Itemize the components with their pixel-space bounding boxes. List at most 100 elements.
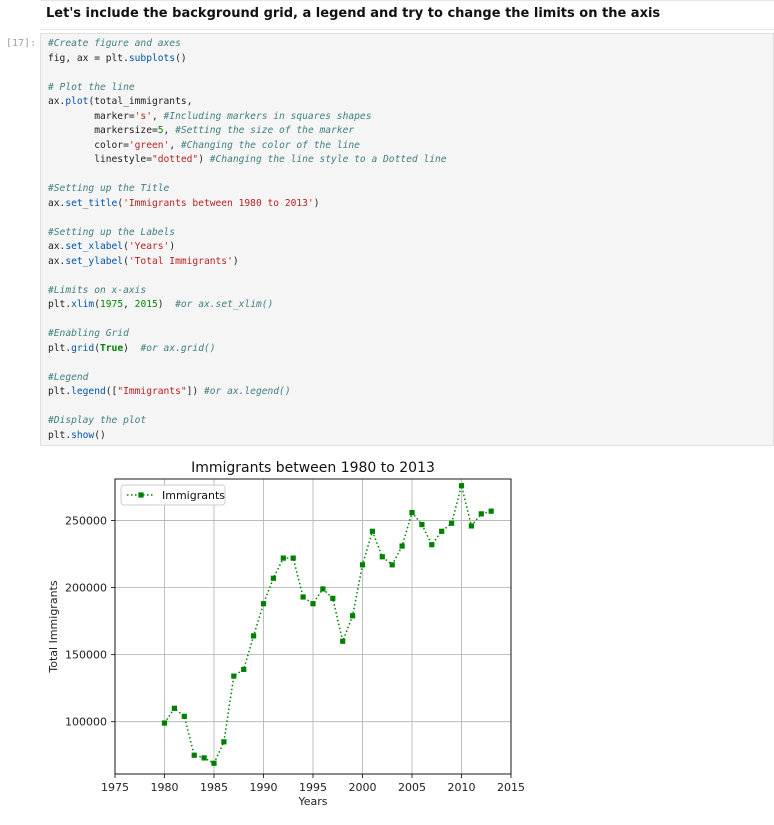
data-point-marker (231, 673, 237, 679)
code-token: #or ax.legend() (203, 386, 291, 397)
data-point-marker (290, 555, 296, 561)
markdown-text: Let's include the background grid, a leg… (46, 6, 661, 21)
code-token: ( (123, 241, 129, 252)
code-line (48, 269, 447, 284)
x-tick-label: 1980 (151, 781, 179, 794)
x-tick-label: 1990 (250, 781, 278, 794)
code-editor[interactable]: #Create figure and axes fig, ax = plt.sub… (48, 37, 447, 443)
data-point-marker (161, 720, 168, 726)
code-line: linestyle="dotted") #Changing the line s… (48, 153, 447, 168)
code-cell[interactable]: #Create figure and axes fig, ax = plt.sub… (40, 33, 774, 446)
data-point-marker (340, 638, 346, 644)
data-point-marker (449, 520, 455, 526)
code-token: 'green' (128, 139, 170, 151)
code-line (48, 211, 447, 226)
data-point-marker (260, 601, 267, 607)
code-line: ax.plot(total_immigrants, (48, 95, 447, 110)
code-token: ( (94, 299, 100, 310)
y-tick-label: 250000 (65, 515, 107, 528)
code-token: color= (48, 139, 129, 151)
code-token: legend (71, 386, 106, 397)
x-tick-label: 2005 (398, 781, 426, 794)
code-token: ) (232, 255, 239, 267)
code-token: 5 (157, 125, 164, 136)
code-token: plot (65, 96, 89, 107)
data-point-marker (221, 739, 227, 745)
code-token: plt. (48, 299, 72, 310)
data-point-marker (320, 586, 326, 592)
data-point-marker (369, 528, 375, 534)
x-tick-label: 2015 (497, 781, 525, 794)
code-line: #Legend (48, 371, 447, 386)
code-line: #Setting up the Labels (48, 226, 447, 241)
code-line: #Setting up the Title (48, 182, 447, 197)
code-line: ax.set_xlabel('Years') (48, 240, 447, 255)
x-tick-label: 1985 (200, 781, 228, 794)
code-line: plt.xlim(1975, 2015) #or ax.set_xlim() (48, 298, 447, 313)
data-point-marker (191, 752, 197, 758)
code-line: markersize=5, #Setting the size of the m… (48, 124, 447, 139)
code-token: #Create figure and axes (48, 38, 181, 49)
code-token: grid (71, 342, 95, 354)
code-token: fig, ax = plt. (48, 52, 129, 64)
code-token: 's' (134, 110, 152, 122)
code-token: ) (198, 154, 210, 165)
code-token: ax. (48, 255, 66, 267)
code-token: ) (313, 197, 320, 209)
data-point-marker (251, 633, 257, 639)
code-token: #Changing the line style to a Dotted lin… (209, 154, 447, 165)
code-token: markersize= (48, 125, 158, 136)
code-token: ]) (186, 386, 204, 397)
code-line: ax.set_title('Immigrants between 1980 to… (48, 197, 447, 212)
code-token: ax. (48, 96, 66, 107)
code-token: 2015 (134, 299, 158, 310)
code-line (48, 66, 447, 81)
code-line: color='green', #Changing the color of th… (48, 139, 447, 154)
code-token: set_ylabel (65, 255, 124, 267)
code-line: #Create figure and axes (48, 37, 447, 52)
code-token: marker= (48, 110, 135, 122)
data-point-marker (488, 508, 494, 514)
code-token: #Legend (48, 371, 89, 383)
markdown-cell[interactable]: Let's include the background grid, a leg… (40, 0, 774, 30)
code-token: plt. (48, 386, 72, 397)
code-token: #Changing the color of the line (180, 139, 360, 151)
code-token: (total_immigrants, (88, 96, 193, 107)
code-token: 'Years' (128, 241, 170, 252)
code-token: subplots (128, 52, 176, 64)
code-token: ) (157, 299, 176, 310)
y-axis-label: Total Immigrants (47, 580, 60, 673)
code-line: #Enabling Grid (48, 327, 447, 342)
data-point-marker (458, 483, 465, 489)
legend-marker (138, 492, 144, 498)
code-token: 'Immigrants between 1980 to 2013' (123, 197, 314, 209)
code-token: #Setting the size of the marker (175, 125, 355, 136)
code-line: # Plot the line (48, 81, 447, 96)
x-axis-label: Years (297, 795, 327, 808)
code-token: #or ax.set_xlim() (175, 299, 274, 310)
code-line (48, 400, 447, 415)
code-token: #Including markers in squares shapes (163, 110, 372, 122)
data-point-marker (468, 523, 474, 529)
code-token: #Limits on x-axis (48, 284, 147, 296)
data-point-marker (419, 521, 425, 528)
data-point-marker (211, 760, 217, 766)
x-tick-label: 2010 (448, 781, 476, 794)
code-token: set_xlabel (65, 241, 124, 252)
data-point-marker (399, 543, 405, 549)
code-token: ax. (48, 241, 66, 252)
code-line (48, 168, 447, 183)
code-token: () (94, 429, 106, 441)
x-tick-label: 1995 (299, 781, 327, 794)
code-token: "dotted" (151, 154, 199, 165)
code-line: fig, ax = plt.subplots() (48, 52, 447, 67)
data-point-marker (300, 594, 306, 600)
data-point-marker (389, 562, 395, 568)
code-line: plt.legend(["Immigrants"]) #or ax.legend… (48, 385, 447, 400)
code-token: ) (123, 342, 141, 354)
y-tick-label: 150000 (65, 649, 107, 662)
data-point-marker (310, 601, 316, 607)
code-line (48, 313, 447, 328)
code-token: "Immigrants" (117, 386, 187, 397)
execution-count-prompt: [17]: (6, 38, 37, 49)
